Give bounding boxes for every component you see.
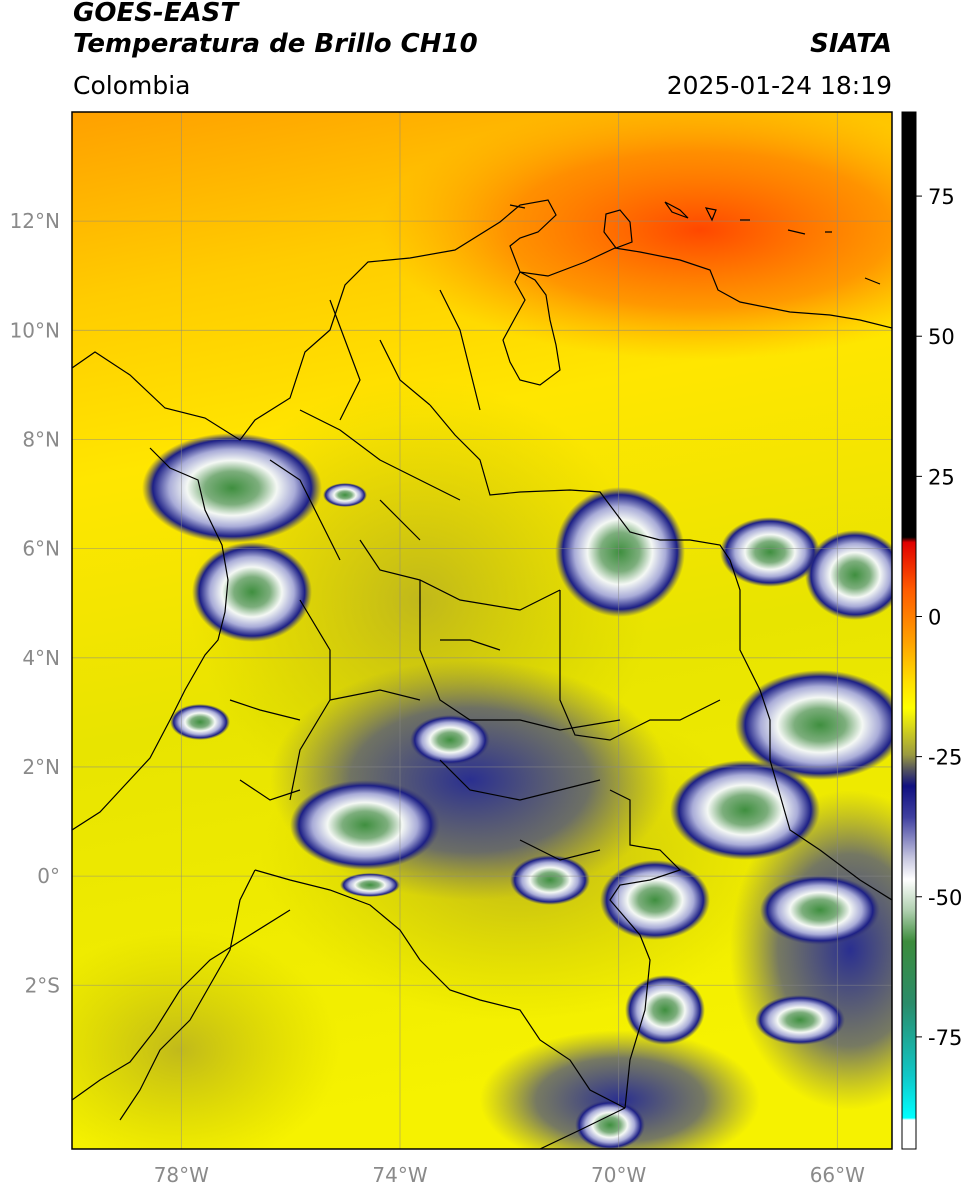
lat-tick-label: 2°N <box>22 755 60 779</box>
convective-cell-3 <box>555 487 685 617</box>
olive-region-pacific <box>72 930 340 1149</box>
lat-tick-label: 4°N <box>22 646 60 670</box>
warm-region-caribbean <box>380 112 892 360</box>
convective-cell-9 <box>600 860 710 940</box>
convective-cell-15 <box>575 1100 645 1149</box>
convective-cell-5 <box>805 530 892 620</box>
lon-tick-label: 74°W <box>372 1163 427 1187</box>
coastline-caribbean <box>72 199 892 441</box>
convective-cell-4 <box>720 517 820 587</box>
coastline-pacific <box>72 447 229 831</box>
lat-tick-label: 12°N <box>10 209 60 233</box>
lat-tick-label: 10°N <box>10 318 60 342</box>
colorbar-tick-labels: 75 50 25 0 -25 -50 -75 <box>916 185 962 1050</box>
map-boundaries <box>72 199 892 1149</box>
convective-cell-11 <box>625 975 705 1045</box>
lat-tick-label: 8°N <box>22 427 60 451</box>
convective-cell-18 <box>340 873 400 897</box>
organization-label: SIATA <box>810 29 892 59</box>
lat-tick-label: 0° <box>37 864 60 888</box>
convective-cell-7 <box>670 760 820 860</box>
cold-band-southeast <box>480 1030 760 1149</box>
lon-tick-label: 78°W <box>154 1163 209 1187</box>
colorbar-tick-label: 25 <box>928 465 955 489</box>
satellite-title: GOES-EAST <box>73 0 239 28</box>
convective-cell-6 <box>735 670 892 780</box>
map-raster <box>72 112 892 1149</box>
colorbar-tick-label: -25 <box>928 746 962 770</box>
border-colombia-venezuela <box>429 404 781 796</box>
map-gridlines <box>72 112 892 1149</box>
colorbar-tick-label: 0 <box>928 605 941 629</box>
convective-cell-17 <box>323 483 367 507</box>
convective-cell-14 <box>755 995 845 1045</box>
lat-tick-label: 6°N <box>22 537 60 561</box>
colorbar-tick-label: -75 <box>928 1026 962 1050</box>
convective-cell-12 <box>410 715 490 765</box>
border-venezuela-brazil <box>779 794 892 901</box>
region-label: Colombia <box>73 71 191 100</box>
colorbar-tick-label: 50 <box>928 325 955 349</box>
colorbar-tick-label: -50 <box>928 886 962 910</box>
coastline-island <box>603 209 633 249</box>
lon-tick-label: 70°W <box>591 1163 646 1187</box>
convective-cell-1 <box>142 433 322 543</box>
latitude-tick-labels: 12°N 10°N 8°N 6°N 4°N 2°N 0° 2°S <box>10 209 60 997</box>
lat-tick-label: 2°S <box>25 973 60 997</box>
convective-cell-13 <box>510 855 590 905</box>
convective-cell-2 <box>192 542 312 642</box>
lon-tick-label: 66°W <box>810 1163 865 1187</box>
coastline-islets <box>509 201 881 285</box>
convective-cell-8 <box>290 780 440 870</box>
colorbar-tick-label: 75 <box>928 185 955 209</box>
colorbar <box>901 111 917 1150</box>
border-ecuador-peru <box>119 869 256 1121</box>
border-colombia-brazil <box>609 789 682 1109</box>
map-frame <box>71 111 893 1150</box>
border-peru-brazil <box>539 1107 626 1149</box>
longitude-tick-labels: 78°W 74°W 70°W 66°W <box>154 1163 865 1187</box>
timestamp-label: 2025-01-24 18:19 <box>666 71 892 100</box>
border-colombia-peru <box>254 869 626 1109</box>
coastline-ecuador <box>72 909 291 1101</box>
convective-cell-16 <box>170 704 230 740</box>
product-title: Temperatura de Brillo CH10 <box>73 29 478 59</box>
convective-cell-10 <box>760 875 880 945</box>
department-borders <box>229 289 721 861</box>
